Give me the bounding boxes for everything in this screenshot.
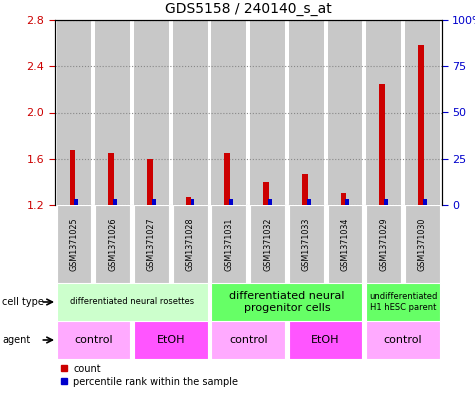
Bar [405,20,440,205]
Bar [173,20,208,205]
Bar [224,153,230,205]
Text: differentiated neural
progenitor cells: differentiated neural progenitor cells [229,291,345,313]
Bar [134,321,208,359]
Bar [211,283,362,321]
Bar [190,200,194,205]
Text: GSM1371033: GSM1371033 [302,217,311,271]
Bar [268,200,272,205]
Bar [366,321,440,359]
Bar [211,321,285,359]
Text: cell type: cell type [2,297,44,307]
Text: GSM1371025: GSM1371025 [69,217,78,271]
Bar [289,205,323,283]
Text: GSM1371029: GSM1371029 [379,217,388,271]
Bar [57,283,208,321]
Bar [384,200,388,205]
Bar [289,20,323,205]
Text: EtOH: EtOH [156,335,185,345]
Bar [263,182,269,205]
Bar [57,205,91,283]
Bar [57,321,130,359]
Bar [108,153,114,205]
Bar [307,200,311,205]
Bar [75,200,78,205]
Text: GSM1371030: GSM1371030 [418,217,427,271]
Bar [418,46,424,205]
Bar [405,205,440,283]
Text: GSM1371028: GSM1371028 [186,217,195,271]
Text: EtOH: EtOH [312,335,340,345]
Bar [341,193,346,205]
Bar [250,205,285,283]
Bar [345,200,349,205]
Bar [423,200,427,205]
Bar [134,20,169,205]
Bar [95,20,130,205]
Bar [366,20,401,205]
Bar [211,205,246,283]
Bar [134,205,169,283]
Bar [366,283,440,321]
Bar [250,20,285,205]
Text: control: control [384,335,422,345]
Bar [147,159,153,205]
Bar [229,200,233,205]
Text: GSM1371034: GSM1371034 [341,217,350,271]
Legend: count, percentile rank within the sample: count, percentile rank within the sample [59,364,238,387]
Bar [95,205,130,283]
Bar [152,200,156,205]
Bar [211,20,246,205]
Bar [289,321,362,359]
Bar [379,84,385,205]
Bar [366,205,401,283]
Bar [328,20,362,205]
Text: control: control [229,335,267,345]
Bar [302,174,308,205]
Bar [173,205,208,283]
Text: GSM1371026: GSM1371026 [108,217,117,271]
Text: GSM1371031: GSM1371031 [224,217,233,271]
Title: GDS5158 / 240140_s_at: GDS5158 / 240140_s_at [165,2,332,16]
Bar [69,149,76,205]
Text: undifferentiated
H1 hESC parent: undifferentiated H1 hESC parent [369,292,437,312]
Bar [57,20,91,205]
Bar [186,197,191,205]
Text: control: control [74,335,113,345]
Text: GSM1371027: GSM1371027 [147,217,156,271]
Bar [113,200,117,205]
Text: agent: agent [2,335,30,345]
Text: GSM1371032: GSM1371032 [263,217,272,271]
Text: differentiated neural rosettes: differentiated neural rosettes [70,298,194,307]
Bar [328,205,362,283]
